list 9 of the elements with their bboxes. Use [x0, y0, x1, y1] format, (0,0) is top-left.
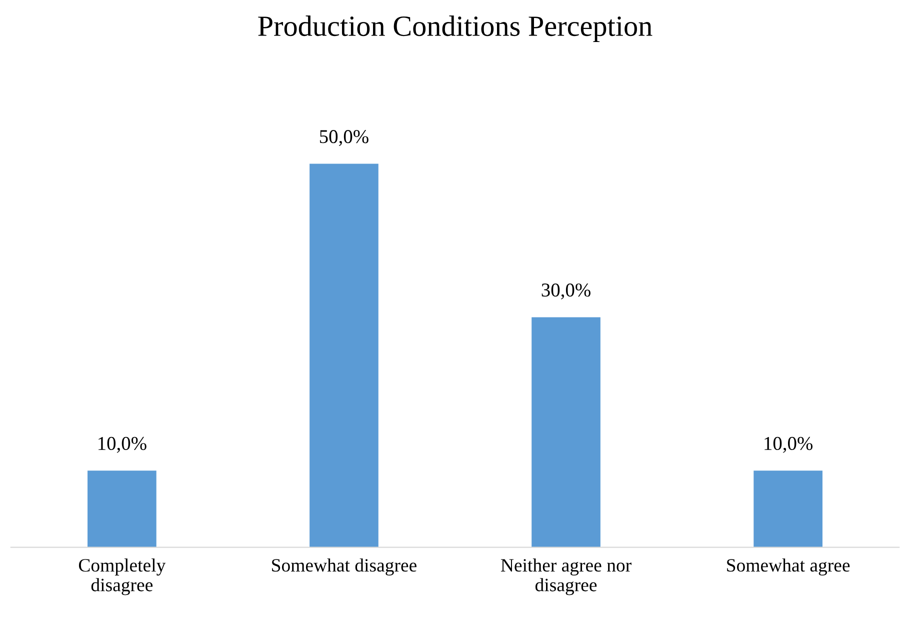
x-tick-label: Somewhat disagree: [272, 558, 416, 576]
data-label: 30,0%: [542, 283, 590, 300]
x-tick-label: Completely disagree: [78, 558, 166, 596]
data-label: 10,0%: [98, 436, 146, 453]
data-label: 50,0%: [320, 130, 368, 146]
x-tick-label: Neither agree nor disagree: [500, 558, 632, 596]
chart-title: Production Conditions Perception: [258, 16, 652, 42]
x-tick-label: Somewhat agree: [727, 558, 850, 576]
data-label: 10,0%: [764, 436, 813, 453]
